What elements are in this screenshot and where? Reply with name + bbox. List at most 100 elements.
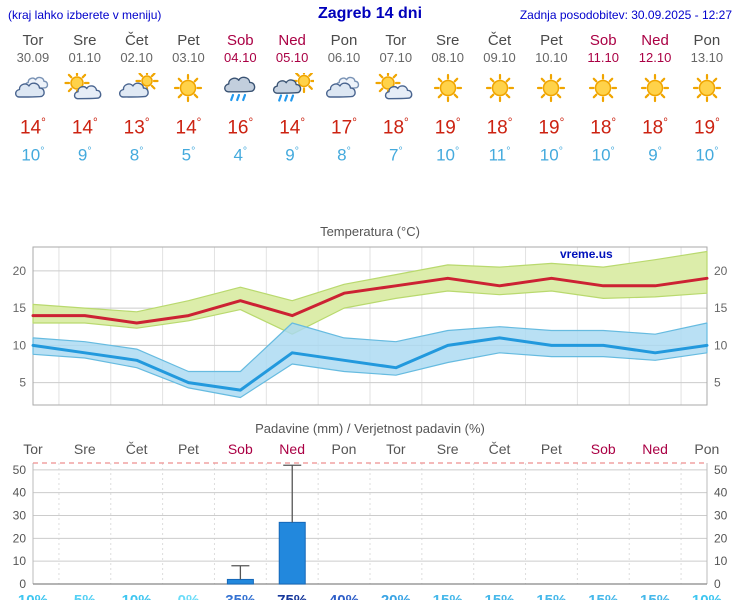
day-date: 08.10 (431, 50, 464, 65)
precip-probability: 10% (7, 592, 59, 600)
svg-text:20: 20 (13, 531, 27, 545)
last-update-text: Zadnja posodobitev: 30.09.2025 - 12:27 (519, 8, 732, 22)
sunny-icon (525, 73, 577, 103)
day-name: Pon (693, 32, 721, 49)
day-name: Sre (73, 32, 97, 49)
partly-cloudy-icon (370, 73, 422, 103)
mostly-cloudy-icon (111, 73, 163, 103)
svg-text:10: 10 (714, 554, 728, 568)
svg-text:10: 10 (13, 338, 27, 352)
high-temp: 17° (331, 116, 357, 139)
sunny-icon (474, 73, 526, 103)
high-temp: 14° (19, 116, 46, 139)
svg-text:30: 30 (13, 508, 27, 522)
svg-text:20: 20 (714, 264, 728, 278)
day-name: Ned (641, 32, 669, 49)
day-date: 04.10 (224, 50, 257, 65)
cloudy-icon (7, 73, 59, 103)
svg-text:0: 0 (19, 577, 26, 591)
day-column[interactable]: Sre 08.10 19° 10° (422, 31, 474, 166)
low-temp: 5° (181, 145, 196, 165)
day-date: 03.10 (172, 50, 205, 65)
sunny-icon (577, 73, 629, 103)
sunny-icon (629, 73, 681, 103)
precip-probability: 0% (163, 592, 215, 600)
temperature-chart-title: Temperatura (°C) (320, 223, 420, 239)
low-temp: 10° (21, 145, 45, 165)
high-temp: 16° (227, 116, 254, 139)
low-temp: 10° (539, 145, 563, 165)
precip-probability: 15% (422, 592, 474, 600)
high-temp: 14° (175, 116, 202, 139)
precip-probability: 15% (629, 592, 681, 600)
svg-text:50: 50 (714, 463, 728, 477)
precip-probability: 10% (681, 592, 733, 600)
precip-day-label: Pet (177, 440, 199, 457)
svg-text:5: 5 (19, 376, 26, 390)
day-date: 12.10 (638, 50, 672, 65)
high-temp: 18° (486, 116, 513, 139)
low-temp: 8° (129, 145, 144, 165)
precip-probability: 15% (525, 592, 577, 600)
day-name: Čet (124, 32, 149, 49)
precip-probability: 15% (577, 592, 629, 600)
low-temp: 9° (648, 145, 662, 165)
low-temp: 8° (337, 145, 351, 165)
day-name: Tor (385, 32, 407, 49)
high-temp: 18° (642, 116, 668, 139)
precip-probability-row: 10%5%10%0%35%75%40%20%15%15%15%15%15%10% (0, 592, 740, 600)
day-column[interactable]: Čet 09.10 18° 11° (474, 31, 526, 166)
cloudy-icon (318, 73, 370, 103)
precip-day-label: Sob (590, 440, 616, 457)
low-temp: 9° (285, 145, 299, 165)
day-column[interactable]: Pon 13.10 19° 10° (681, 31, 733, 166)
svg-text:5: 5 (714, 376, 721, 390)
svg-text:30: 30 (714, 508, 728, 522)
svg-text:20: 20 (714, 531, 728, 545)
svg-text:20: 20 (13, 264, 27, 278)
day-name: Pet (540, 32, 563, 49)
precip-probability: 40% (318, 592, 370, 600)
day-name: Pon (330, 32, 358, 49)
day-date: 05.10 (275, 50, 309, 65)
day-column[interactable]: Sre 01.10 14° 9° (59, 31, 111, 166)
day-column[interactable]: Sob 11.10 18° 10° (577, 31, 629, 166)
day-date: 01.10 (68, 50, 102, 65)
sunny-icon (163, 73, 215, 103)
day-date: 02.10 (120, 50, 153, 65)
partly-cloudy-icon (59, 73, 111, 103)
day-column[interactable]: Ned 05.10 14° 9° (266, 31, 318, 166)
svg-text:0: 0 (714, 577, 721, 591)
svg-text:10: 10 (13, 554, 27, 568)
day-name: Sob (589, 32, 617, 49)
precip-probability: 15% (474, 592, 526, 600)
high-temp: 19° (434, 116, 461, 139)
day-name: Ned (278, 32, 306, 49)
day-date: 07.10 (379, 50, 413, 65)
low-temp: 10° (695, 145, 719, 165)
precip-day-label: Sre (73, 440, 96, 457)
day-column[interactable]: Pet 03.10 14° 5° (163, 31, 215, 166)
day-column[interactable]: Ned 12.10 18° 9° (629, 31, 681, 166)
day-column[interactable]: Tor 07.10 18° 7° (370, 31, 422, 166)
precip-day-labels: Tor Sre Čet Pet Sob Ned Pon Tor Sre Čet Pet Sob Ned P… (0, 441, 740, 457)
precip-day-label: Čet (488, 440, 511, 457)
day-column[interactable]: Pon 06.10 17° 8° (318, 31, 370, 166)
day-name: Čet (487, 32, 512, 49)
high-temp: 19° (538, 116, 565, 139)
precip-probability: 10% (111, 592, 163, 600)
sunny-icon (422, 73, 474, 103)
svg-text:40: 40 (714, 486, 728, 500)
day-date: 10.10 (535, 50, 568, 65)
day-column[interactable]: Tor 30.09 14° 10° (7, 31, 59, 166)
day-column[interactable]: Pet 10.10 19° 10° (525, 31, 577, 166)
page-title: Zagreb 14 dni (317, 5, 423, 22)
day-column[interactable]: Sob 04.10 16° 4° (214, 31, 266, 166)
day-column[interactable]: Čet 02.10 13° 8° (111, 31, 163, 166)
precip-day-label: Sre (436, 440, 459, 457)
sunny-icon (681, 73, 733, 103)
day-date: 09.10 (483, 50, 516, 65)
day-name: Tor (22, 32, 44, 49)
precip-probability: 35% (214, 592, 266, 600)
